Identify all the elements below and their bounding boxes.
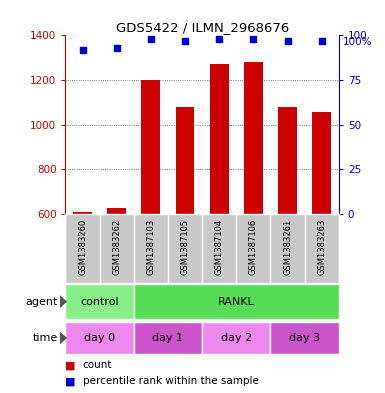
Text: GSM1383262: GSM1383262 xyxy=(112,219,121,275)
Text: RANKL: RANKL xyxy=(218,297,254,307)
Bar xyxy=(65,322,134,354)
Text: GSM1383263: GSM1383263 xyxy=(317,219,326,275)
Bar xyxy=(210,64,229,214)
Bar xyxy=(312,112,331,214)
Text: 100%: 100% xyxy=(343,37,372,47)
Text: GSM1387106: GSM1387106 xyxy=(249,219,258,275)
Polygon shape xyxy=(60,331,67,345)
Bar xyxy=(278,107,297,214)
Bar xyxy=(176,107,194,214)
Text: ■: ■ xyxy=(65,360,76,371)
Text: ■: ■ xyxy=(65,376,76,386)
Text: day 1: day 1 xyxy=(152,333,184,343)
Bar xyxy=(271,322,339,354)
Bar xyxy=(202,322,271,354)
Text: control: control xyxy=(80,297,119,307)
Text: time: time xyxy=(32,333,58,343)
Text: GSM1387105: GSM1387105 xyxy=(181,219,189,275)
Text: day 2: day 2 xyxy=(221,333,252,343)
Text: count: count xyxy=(83,360,112,371)
Bar xyxy=(134,285,339,319)
Text: percentile rank within the sample: percentile rank within the sample xyxy=(83,376,259,386)
Text: agent: agent xyxy=(25,297,58,307)
Text: day 0: day 0 xyxy=(84,333,115,343)
Title: GDS5422 / ILMN_2968676: GDS5422 / ILMN_2968676 xyxy=(116,21,289,34)
Text: GSM1387103: GSM1387103 xyxy=(146,219,156,275)
Bar xyxy=(73,211,92,214)
Polygon shape xyxy=(60,295,67,308)
Bar xyxy=(141,80,160,214)
Text: day 3: day 3 xyxy=(289,333,320,343)
Text: GSM1383261: GSM1383261 xyxy=(283,219,292,275)
Text: GSM1383260: GSM1383260 xyxy=(78,219,87,275)
Text: GSM1387104: GSM1387104 xyxy=(215,219,224,275)
Bar xyxy=(107,208,126,214)
Bar xyxy=(65,285,134,319)
Bar xyxy=(134,322,202,354)
Bar xyxy=(244,62,263,214)
